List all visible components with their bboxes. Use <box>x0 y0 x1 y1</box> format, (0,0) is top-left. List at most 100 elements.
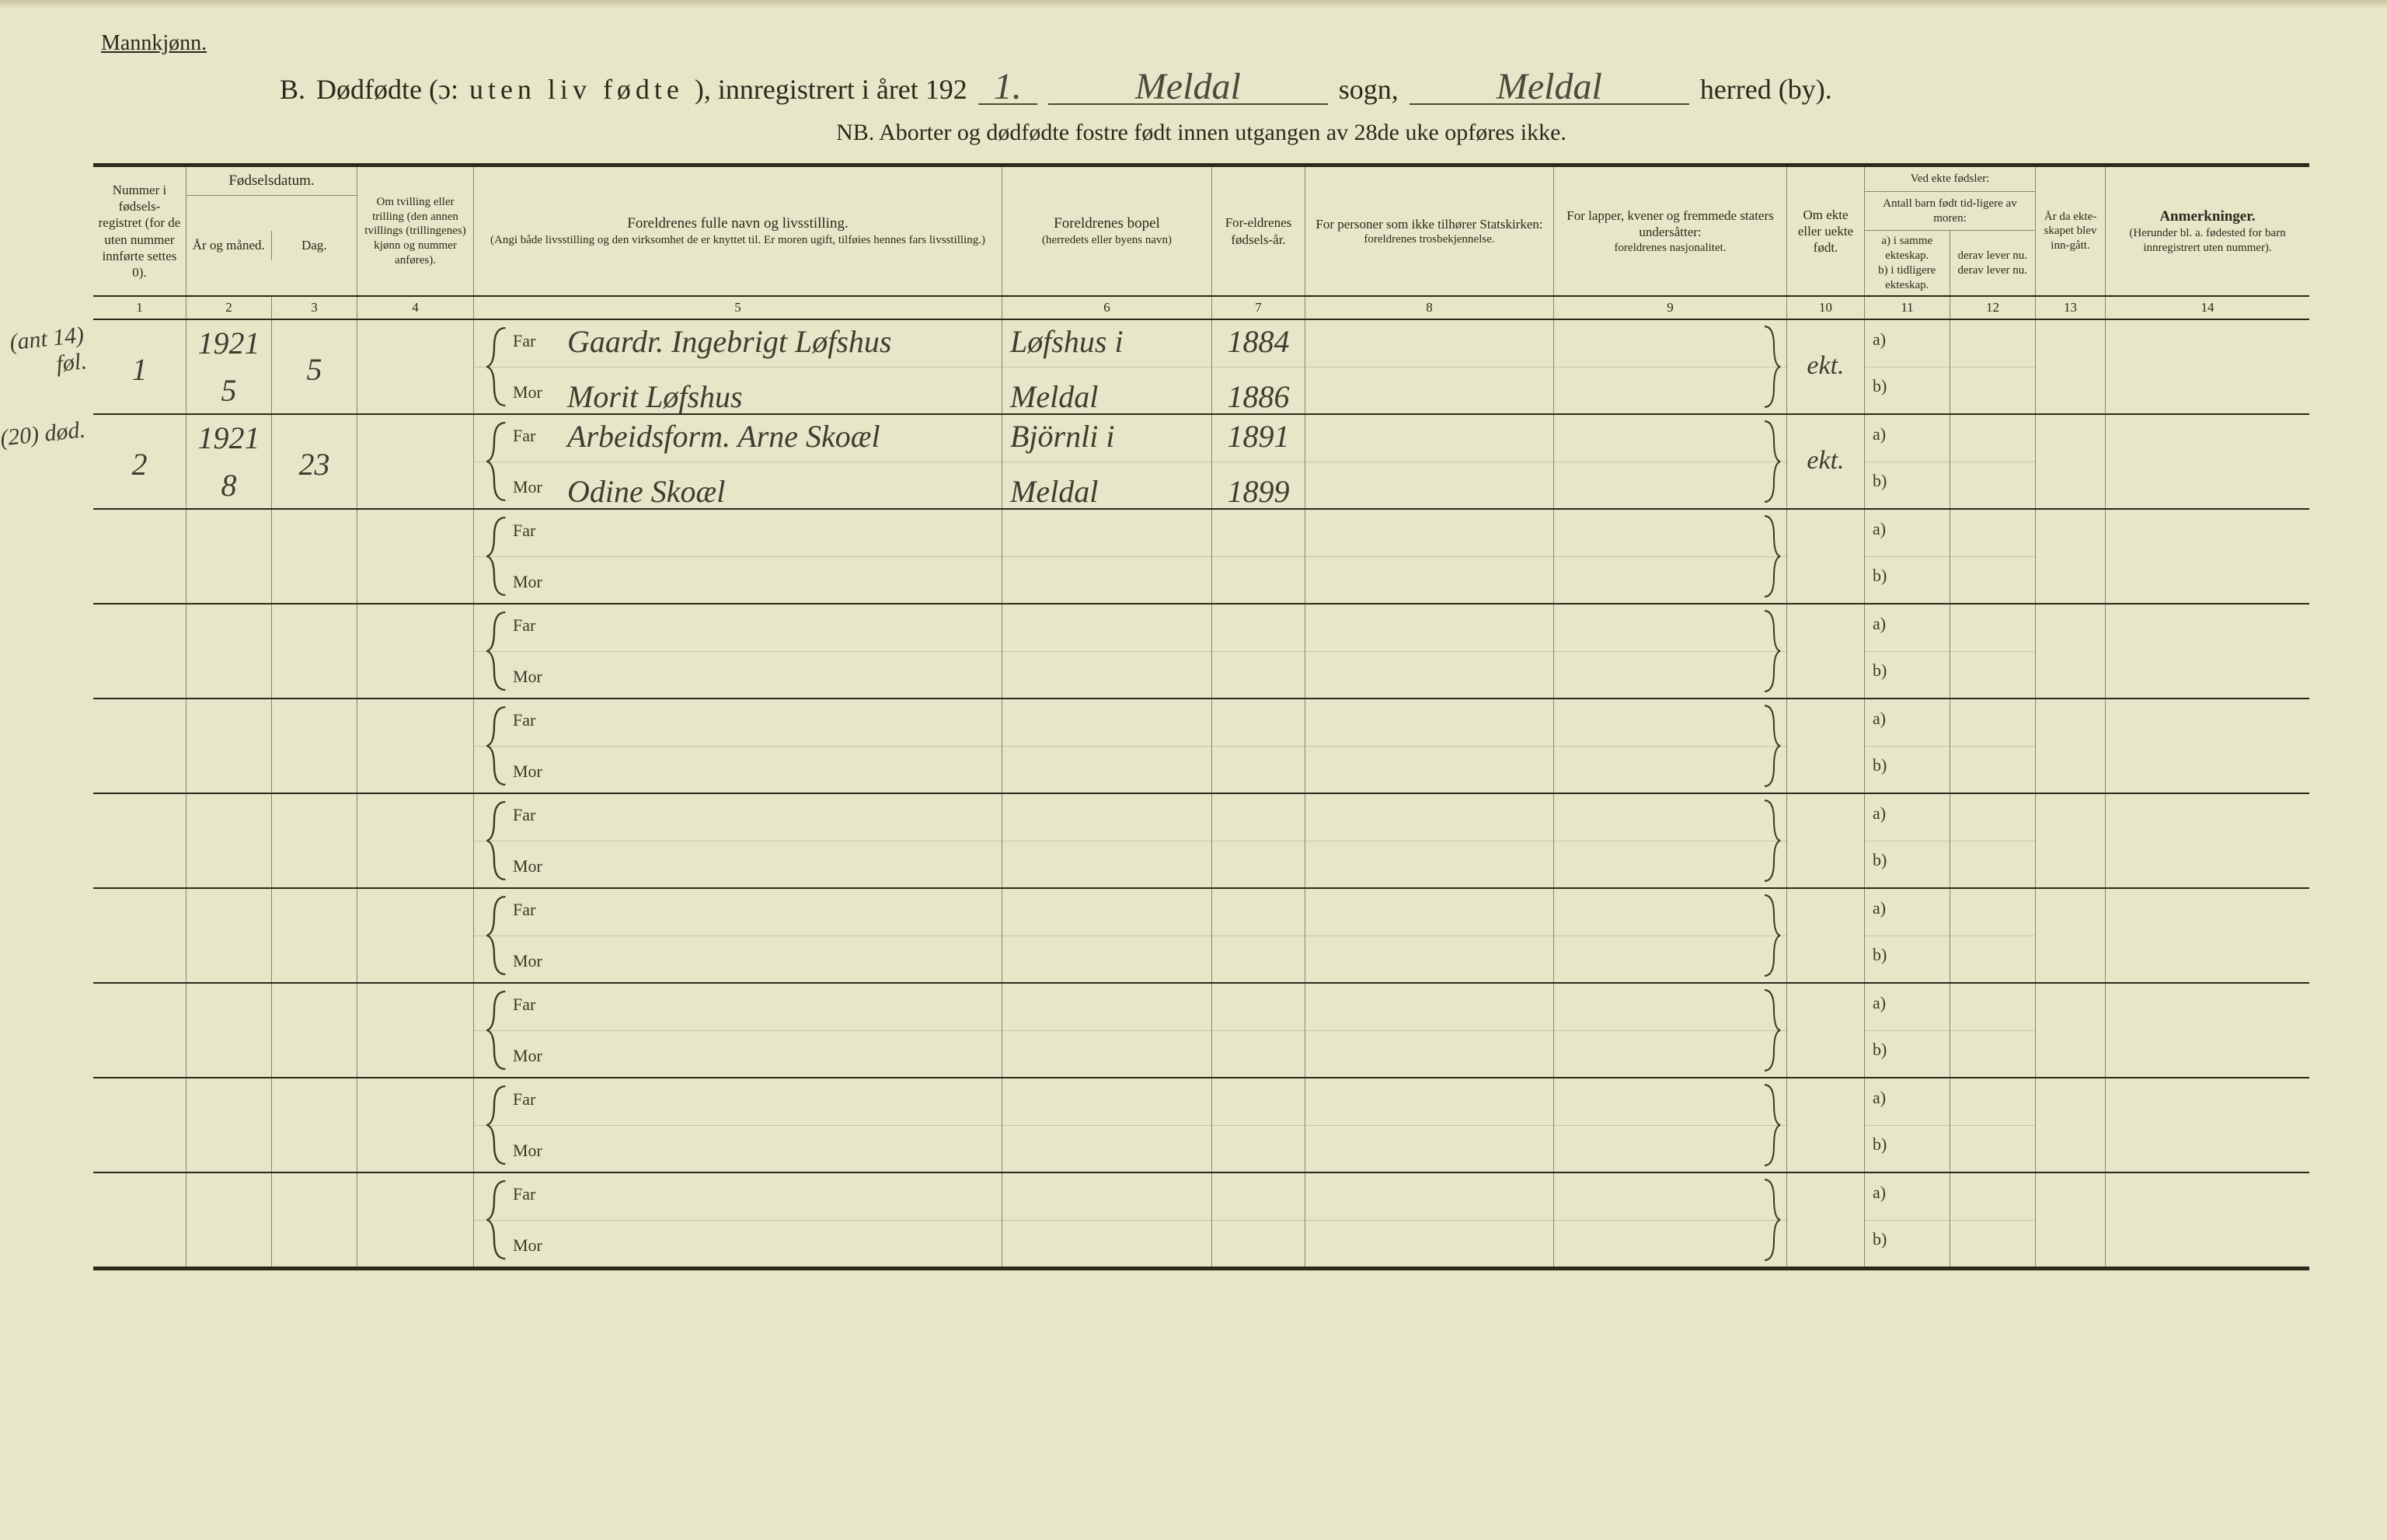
cell-remarks <box>2106 699 2309 793</box>
cell-marriage-year <box>2036 605 2106 698</box>
a-label: a) <box>1873 993 1886 1013</box>
table-row: Far Mor <box>93 699 2309 794</box>
colnum: 12 <box>1950 297 2036 319</box>
cell-alive <box>1950 605 2036 698</box>
title-b: B. <box>280 73 305 106</box>
hdr-col-5-top: Foreldrenes fulle navn og livsstilling. <box>627 214 848 233</box>
cell-nationality <box>1554 605 1787 698</box>
cell-year-month <box>186 1078 272 1172</box>
table-row: Far Mor <box>93 605 2309 699</box>
cell-ekte <box>1787 794 1865 887</box>
table-header: Nummer i fødsels-registret (for de uten … <box>93 167 2309 297</box>
b-label: b) <box>1873 1134 1887 1155</box>
table-row: Far Mor <box>93 889 2309 984</box>
right-brace-icon <box>1758 988 1782 1072</box>
cell-alive <box>1950 1078 2036 1172</box>
cell-ekte <box>1787 510 1865 603</box>
cell-twin <box>357 605 474 698</box>
far-label: Far <box>513 1184 535 1204</box>
bopel-mor: Meldal <box>1010 473 1098 510</box>
ekte-value: ekt. <box>1807 351 1844 381</box>
cell-year-month <box>186 605 272 698</box>
table-row: Far Mor <box>93 510 2309 605</box>
sogn-field: Meldal <box>1048 70 1328 105</box>
entry-year: 1921 <box>198 325 260 361</box>
cell-marriage-year <box>2036 510 2106 603</box>
cell-remarks <box>2106 984 2309 1077</box>
a-label: a) <box>1873 1183 1886 1203</box>
cell-alive <box>1950 984 2036 1077</box>
hdr-col-12: derav lever nu. derav lever nu. <box>1950 246 2036 281</box>
mor-label: Mor <box>513 1235 542 1256</box>
cell-bopel <box>1002 1173 1212 1266</box>
cell-remarks <box>2106 320 2309 413</box>
cell-religion <box>1305 605 1554 698</box>
colnum: 9 <box>1554 297 1787 319</box>
cell-nationality <box>1554 889 1787 982</box>
cell-bopel <box>1002 699 1212 793</box>
cell-same-marriage: a) b) <box>1865 415 1950 508</box>
right-brace-icon <box>1758 609 1782 693</box>
cell-ekte <box>1787 889 1865 982</box>
ledger-table: Nummer i fødsels-registret (for de uten … <box>93 163 2309 1270</box>
hdr-col-6-sub: (herredets eller byens navn) <box>1042 233 1172 248</box>
a-label: a) <box>1873 519 1886 539</box>
entry-month: 5 <box>221 372 237 409</box>
cell-same-marriage: a) b) <box>1865 605 1950 698</box>
cell-number <box>93 1078 186 1172</box>
cell-same-marriage: a) b) <box>1865 510 1950 603</box>
mother-name: Morit Løfshus <box>567 378 743 415</box>
mor-label: Mor <box>513 667 542 687</box>
gender-label: Mannkjønn. <box>101 31 2309 56</box>
cell-bopel <box>1002 794 1212 887</box>
cell-twin <box>357 1173 474 1266</box>
cell-same-marriage: a) b) <box>1865 699 1950 793</box>
cell-day <box>272 794 357 887</box>
cell-day: 5 <box>272 320 357 413</box>
cell-religion <box>1305 1078 1554 1172</box>
cell-remarks <box>2106 415 2309 508</box>
hdr-col-14: Anmerkninger. (Herunder bl. a. fødested … <box>2106 167 2309 295</box>
cell-parents: Far Mor <box>474 794 1002 887</box>
a-label: a) <box>1873 329 1886 350</box>
cell-year-month: 1921 5 <box>186 320 272 413</box>
cell-marriage-year <box>2036 889 2106 982</box>
table-row: Far Mor <box>93 1173 2309 1266</box>
colnum: 5 <box>474 297 1002 319</box>
cell-alive <box>1950 320 2036 413</box>
hdr-col-14-sub: (Herunder bl. a. fødested for barn innre… <box>2110 226 2305 256</box>
father-name: Arbeidsform. Arne Skoæl <box>567 418 880 455</box>
cell-day <box>272 1078 357 1172</box>
left-brace-icon <box>485 516 513 597</box>
hdr-col-3: Dag. <box>272 231 357 260</box>
hdr-col-9: For lapper, kvener og fremmede staters u… <box>1554 167 1787 295</box>
cell-birthyear: 1891 1899 <box>1212 415 1305 508</box>
cell-day <box>272 1173 357 1266</box>
sogn-label: sogn, <box>1339 73 1399 106</box>
entry-year: 1921 <box>198 420 260 456</box>
cell-alive <box>1950 699 2036 793</box>
cell-number <box>93 984 186 1077</box>
mor-label: Mor <box>513 951 542 971</box>
cell-same-marriage: a) b) <box>1865 984 1950 1077</box>
right-brace-icon <box>1758 894 1782 977</box>
cell-year-month: 1921 8 <box>186 415 272 508</box>
colnum: 10 <box>1787 297 1865 319</box>
cell-year-month <box>186 699 272 793</box>
year-mor: 1886 <box>1228 378 1290 415</box>
cell-number <box>93 699 186 793</box>
cell-twin <box>357 889 474 982</box>
cell-birthyear <box>1212 794 1305 887</box>
cell-year-month <box>186 510 272 603</box>
cell-twin <box>357 984 474 1077</box>
colnum: 14 <box>2106 297 2309 319</box>
far-label: Far <box>513 805 535 825</box>
year-far: 1884 <box>1228 323 1290 360</box>
far-label: Far <box>513 995 535 1015</box>
left-brace-icon <box>485 800 513 881</box>
cell-marriage-year <box>2036 794 2106 887</box>
cell-alive <box>1950 794 2036 887</box>
cell-remarks <box>2106 1173 2309 1266</box>
right-brace-icon <box>1758 420 1782 503</box>
margin-note: (20) død. <box>0 417 86 452</box>
